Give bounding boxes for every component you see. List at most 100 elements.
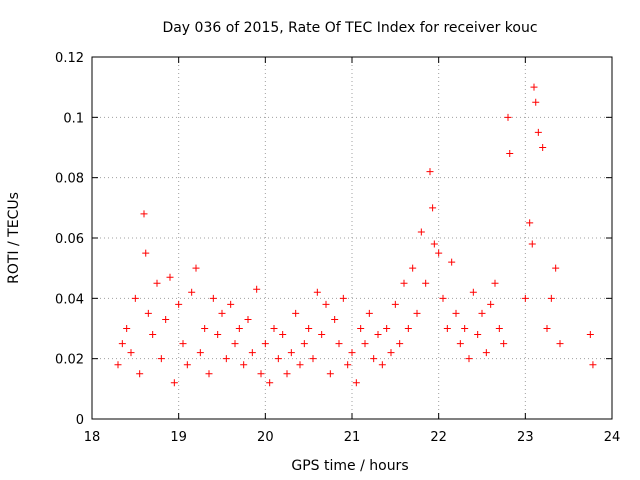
data-point [222, 355, 230, 363]
data-point [352, 379, 360, 387]
data-point [266, 379, 274, 387]
data-point [469, 288, 477, 296]
y-tick-label: 0.08 [55, 172, 84, 187]
data-point [209, 294, 217, 302]
data-point [257, 370, 265, 378]
data-point [589, 361, 597, 369]
x-tick-label: 21 [344, 430, 361, 445]
data-point [556, 340, 564, 348]
data-point [400, 279, 408, 287]
data-point [387, 349, 395, 357]
data-point [175, 300, 183, 308]
data-point [196, 349, 204, 357]
y-axis-label: ROTI / TECUs [6, 192, 22, 284]
data-point [370, 355, 378, 363]
data-point [374, 331, 382, 339]
data-point [166, 273, 174, 281]
data-point [396, 340, 404, 348]
data-point [183, 361, 191, 369]
data-point [478, 309, 486, 317]
data-point [201, 325, 209, 332]
data-point [274, 355, 282, 363]
data-point [309, 355, 317, 363]
data-point [240, 361, 248, 369]
data-point [261, 340, 269, 348]
data-point [140, 210, 148, 218]
data-point [205, 370, 213, 378]
data-point [413, 309, 421, 317]
data-point [482, 349, 490, 357]
data-point [530, 83, 538, 91]
data-point [192, 264, 200, 272]
data-point [378, 361, 386, 369]
data-point [586, 331, 594, 339]
data-point [487, 300, 495, 308]
data-point [344, 361, 352, 369]
data-point [429, 204, 437, 212]
data-point [157, 355, 165, 363]
data-point [153, 279, 161, 287]
data-point [348, 349, 356, 357]
data-point [357, 325, 365, 332]
data-point [287, 349, 295, 357]
data-point [136, 370, 144, 378]
data-point [465, 355, 473, 363]
data-point [188, 288, 196, 296]
data-point [331, 315, 339, 323]
data-point [526, 219, 534, 227]
y-tick-label: 0.1 [63, 111, 84, 126]
data-point [142, 249, 150, 257]
y-tick-label: 0.12 [55, 51, 84, 66]
data-point [521, 294, 529, 302]
data-point [532, 98, 540, 106]
data-point [253, 285, 261, 293]
data-point [439, 294, 447, 302]
data-point [504, 113, 512, 121]
data-point [270, 325, 278, 332]
data-point [149, 331, 157, 339]
y-tick-label: 0.04 [55, 292, 84, 307]
data-point [123, 325, 131, 332]
data-point [296, 361, 304, 369]
data-point [461, 325, 469, 332]
x-tick-label: 23 [517, 430, 534, 445]
data-point [404, 325, 412, 332]
data-point [283, 370, 291, 378]
x-tick-label: 22 [430, 430, 447, 445]
x-axis-label: GPS time / hours [291, 458, 408, 474]
data-point [131, 294, 139, 302]
data-point [417, 228, 425, 236]
x-tick-label: 24 [604, 430, 621, 445]
data-point [318, 331, 326, 339]
data-point [218, 309, 226, 317]
data-point [552, 264, 560, 272]
data-point [248, 349, 256, 357]
data-point [500, 340, 508, 348]
data-point [292, 309, 300, 317]
ticks-layer: 18 19 20 21 22 23 24 0 0.02 0.04 0.06 0.08 0.1 0.12 [55, 51, 620, 445]
chart-title: Day 036 of 2015, Rate Of TEC Index for r… [162, 20, 537, 36]
points-layer [114, 83, 597, 387]
data-point [326, 370, 334, 378]
data-point [383, 325, 391, 332]
data-point [339, 294, 347, 302]
data-point [409, 264, 417, 272]
grid-layer [92, 57, 612, 419]
data-point [144, 309, 152, 317]
data-point [506, 150, 514, 158]
x-tick-label: 20 [257, 430, 274, 445]
data-point [547, 294, 555, 302]
data-point [179, 340, 187, 348]
y-tick-label: 0 [76, 413, 84, 428]
data-point [279, 331, 287, 339]
y-tick-label: 0.06 [55, 232, 84, 247]
data-point [495, 325, 503, 332]
data-point [162, 315, 170, 323]
data-point [474, 331, 482, 339]
data-point [231, 340, 239, 348]
data-point [539, 144, 547, 151]
data-point [528, 240, 536, 248]
data-point [335, 340, 343, 348]
data-point [426, 168, 434, 176]
